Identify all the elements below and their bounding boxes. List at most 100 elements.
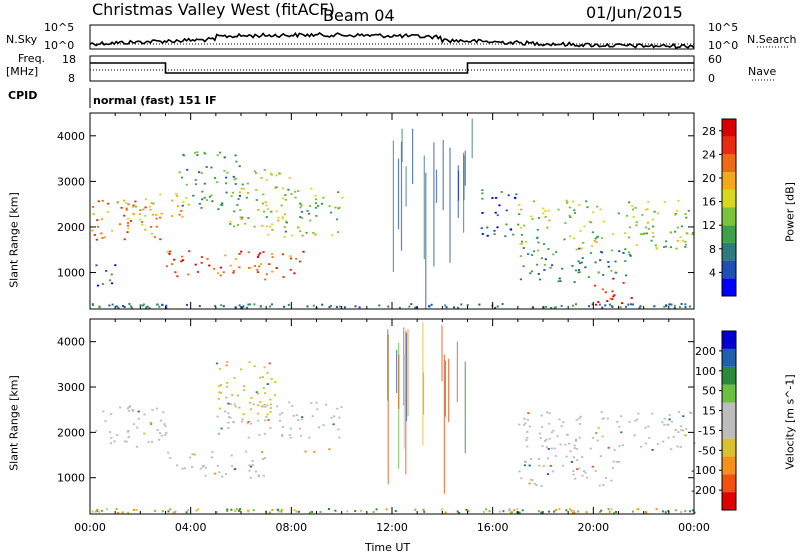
scatter-cell	[575, 418, 578, 421]
scatter-cell	[302, 250, 305, 253]
scatter-cell	[191, 453, 194, 456]
near-range-cell	[653, 305, 656, 308]
scatter-cell	[572, 473, 575, 476]
near-range-cell	[108, 304, 111, 307]
scatter-cell	[295, 257, 298, 260]
scatter-cell	[100, 232, 103, 235]
scatter-cell	[127, 435, 130, 438]
scatter-cell	[229, 223, 232, 225]
scatter-cell	[132, 204, 135, 207]
near-range-cell	[238, 509, 240, 512]
y-tick-label: 3000	[57, 175, 85, 188]
scatter-cell	[595, 432, 598, 434]
scatter-cell	[601, 288, 604, 291]
scatter-cell	[175, 195, 178, 197]
scatter-cell	[632, 216, 635, 218]
scatter-cell	[309, 205, 312, 207]
scatter-cell	[334, 206, 337, 209]
scatter-cell	[610, 479, 613, 482]
scatter-cell	[628, 226, 631, 229]
scatter-cell	[185, 197, 188, 199]
scatter-cell	[599, 208, 602, 211]
scatter-cell	[486, 226, 489, 229]
velocity-colorbar-segment	[722, 402, 736, 421]
near-range-cell	[445, 306, 448, 309]
scatter-cell	[578, 247, 581, 250]
scatter-cell	[264, 392, 267, 395]
near-range-cell	[247, 303, 250, 306]
x-tick-label: 00:00	[678, 521, 710, 534]
scatter-cell	[574, 477, 577, 480]
velocity-colorbar-tick-label: 50	[702, 385, 716, 398]
scatter-cell	[288, 434, 291, 436]
scatter-cell	[336, 407, 339, 410]
scatter-cell	[234, 177, 238, 180]
scatter-cell	[575, 448, 578, 450]
scatter-cell	[576, 468, 579, 471]
near-range-cell	[295, 510, 298, 513]
scatter-cell	[519, 243, 522, 245]
scatter-cell	[299, 427, 302, 430]
scatter-cell	[269, 411, 272, 413]
scatter-cell	[202, 464, 205, 467]
scatter-cell	[225, 364, 228, 367]
scatter-cell	[188, 250, 191, 253]
scatter-cell	[527, 412, 530, 415]
near-range-cell	[540, 511, 543, 514]
scatter-cell	[581, 257, 584, 259]
scatter-cell	[312, 232, 315, 234]
near-range-cell	[246, 306, 249, 309]
streak-cell	[412, 128, 414, 185]
scatter-cell	[261, 451, 264, 454]
scatter-cell	[110, 413, 113, 416]
scatter-cell	[289, 268, 292, 271]
scatter-cell	[291, 405, 294, 407]
scatter-cell	[305, 231, 308, 234]
power-colorbar-tick-label: 24	[702, 148, 716, 161]
scatter-cell	[180, 176, 184, 179]
scatter-cell	[260, 177, 263, 179]
streak-cell	[423, 155, 425, 260]
scatter-cell	[233, 468, 236, 471]
scatter-cell	[300, 418, 304, 421]
near-range-cell	[339, 305, 342, 308]
scatter-cell	[128, 406, 131, 409]
near-range-cell	[360, 509, 363, 512]
scatter-cell	[537, 241, 540, 244]
scatter-cell	[212, 267, 216, 270]
scatter-cell	[249, 465, 253, 468]
scatter-cell	[113, 440, 116, 443]
scatter-cell	[114, 264, 117, 267]
freq-label-1: Freq.	[18, 52, 46, 65]
near-range-cell	[101, 509, 103, 512]
scatter-cell	[518, 213, 521, 216]
scatter-cell	[628, 201, 631, 204]
scatter-cell	[520, 243, 523, 245]
x-tick-label: 00:00	[74, 521, 106, 534]
power-colorbar-tick-label: 12	[702, 219, 716, 232]
power-colorbar-segment	[722, 154, 736, 173]
scatter-cell	[317, 205, 320, 207]
near-range-cell	[501, 303, 504, 305]
scatter-cell	[275, 186, 278, 189]
near-range-cell	[127, 511, 130, 514]
scatter-cell	[612, 233, 615, 235]
scatter-cell	[171, 199, 174, 202]
near-range-cell	[428, 305, 431, 308]
scatter-cell	[538, 217, 541, 219]
near-range-cell	[117, 511, 119, 514]
scatter-cell	[269, 427, 272, 429]
scatter-cell	[178, 171, 181, 174]
scatter-cell	[625, 274, 628, 277]
scatter-cell	[120, 206, 123, 209]
scatter-cell	[132, 423, 135, 426]
scatter-cell	[137, 410, 140, 413]
scatter-cell	[267, 419, 270, 421]
near-range-cell	[684, 303, 687, 306]
scatter-cell	[249, 476, 252, 479]
scatter-cell	[127, 409, 130, 412]
scatter-cell	[524, 241, 527, 243]
scatter-cell	[239, 216, 242, 219]
scatter-cell	[201, 198, 204, 201]
scatter-cell	[651, 232, 655, 234]
